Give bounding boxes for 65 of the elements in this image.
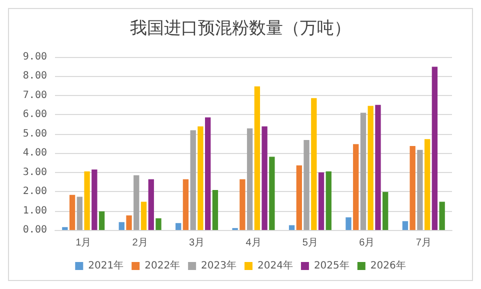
bar (353, 144, 359, 230)
bar (296, 165, 302, 230)
bar (424, 139, 430, 230)
y-tick-label: 1.00 (22, 205, 47, 216)
bar (382, 192, 388, 230)
bar (118, 222, 124, 230)
bar (148, 179, 154, 230)
y-tick-label: 2.00 (22, 186, 47, 198)
bar (360, 112, 366, 230)
legend-label: 2026年 (370, 260, 406, 272)
y-tick-label: 6.00 (22, 109, 47, 120)
legend-label: 2024年 (258, 260, 293, 272)
x-tick-label: 2月 (132, 238, 148, 248)
y-tick-label: 9.00 (22, 52, 47, 62)
bar (246, 128, 253, 230)
bar (62, 227, 68, 230)
bar (410, 146, 416, 230)
legend-label: 2023年 (201, 260, 237, 272)
bar (311, 98, 317, 230)
x-tick-label: 1月 (76, 238, 92, 248)
bar (176, 223, 182, 230)
bar (417, 150, 423, 230)
bar (439, 202, 445, 230)
bar (69, 194, 76, 230)
bar (212, 190, 218, 230)
bar (182, 179, 189, 230)
bar (375, 104, 381, 230)
y-tick-label: 8.00 (22, 70, 47, 82)
x-tick-label: 4月 (246, 238, 262, 248)
bar (240, 179, 246, 230)
bar (368, 106, 374, 230)
legend-label: 2025年 (314, 260, 350, 272)
bar (190, 130, 196, 230)
x-tick-label: 7月 (416, 238, 432, 248)
x-tick-label: 5月 (302, 238, 318, 248)
bar (288, 225, 295, 230)
y-tick-label: 4.00 (22, 148, 47, 159)
y-tick-label: 0.00 (22, 224, 47, 236)
bar (140, 202, 147, 230)
bar (134, 175, 140, 230)
bar (126, 215, 132, 230)
bar (98, 211, 105, 230)
bar (269, 156, 275, 230)
bar (402, 221, 408, 230)
x-tick-label: 6月 (359, 238, 375, 248)
y-tick-label: 5.00 (22, 128, 47, 140)
x-tick-label: 3月 (189, 238, 205, 248)
bar (326, 171, 332, 230)
legend-label: 2021年 (88, 260, 124, 272)
bar (205, 117, 211, 230)
y-tick-label: 3.00 (22, 166, 47, 178)
bar (76, 196, 83, 230)
bar (262, 126, 268, 230)
bar (156, 218, 162, 230)
bar (318, 172, 324, 230)
legend-label: 2022年 (144, 260, 180, 272)
bar (304, 140, 310, 230)
bar (432, 66, 438, 230)
bar (254, 86, 260, 230)
chart-title: 我国进口预混粉数量（万吨） (130, 18, 351, 38)
bar (92, 169, 98, 230)
bar (198, 126, 204, 230)
bar (346, 217, 352, 230)
y-tick-label: 7.00 (22, 90, 47, 101)
bar (84, 171, 90, 230)
